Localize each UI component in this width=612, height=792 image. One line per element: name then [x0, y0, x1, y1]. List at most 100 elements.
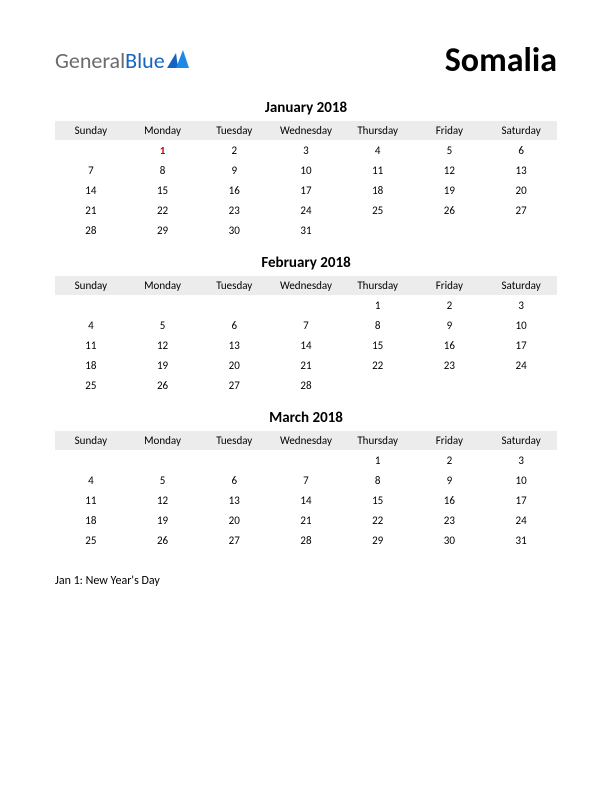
month-title: February 2018: [55, 254, 557, 272]
calendar-cell: [485, 220, 557, 240]
calendar-cell: 23: [414, 355, 486, 375]
day-header: Tuesday: [198, 431, 270, 450]
day-header: Sunday: [55, 276, 127, 295]
calendar-table: SundayMondayTuesdayWednesdayThursdayFrid…: [55, 276, 557, 395]
calendar-cell: 6: [198, 470, 270, 490]
calendar-cell: 5: [127, 470, 199, 490]
calendar-cell: 16: [414, 335, 486, 355]
day-header: Sunday: [55, 431, 127, 450]
day-header: Friday: [414, 121, 486, 140]
calendar-cell: 18: [342, 180, 414, 200]
calendar-cell: [127, 450, 199, 470]
calendar-cell: 7: [55, 160, 127, 180]
calendar-cell: 15: [342, 335, 414, 355]
calendar-cell: 17: [485, 335, 557, 355]
calendar-cell: 4: [55, 470, 127, 490]
calendar-cell: 27: [485, 200, 557, 220]
calendar-cell: 25: [342, 200, 414, 220]
calendar-cell: 22: [127, 200, 199, 220]
calendar-cell: 29: [127, 220, 199, 240]
country-title: Somalia: [445, 40, 557, 81]
calendar-cell: 28: [270, 375, 342, 395]
calendar-table: SundayMondayTuesdayWednesdayThursdayFrid…: [55, 431, 557, 550]
calendar-cell: 14: [270, 335, 342, 355]
calendar-cell: 21: [55, 200, 127, 220]
calendar-cell: 23: [198, 200, 270, 220]
calendar-cell: 19: [414, 180, 486, 200]
calendar-cell: 2: [414, 295, 486, 315]
month-title: January 2018: [55, 99, 557, 117]
calendar-cell: 24: [270, 200, 342, 220]
calendar-cell: 17: [485, 490, 557, 510]
calendar-table: SundayMondayTuesdayWednesdayThursdayFrid…: [55, 121, 557, 240]
month-block: February 2018 SundayMondayTuesdayWednesda…: [55, 254, 557, 395]
calendar-cell: 30: [198, 220, 270, 240]
day-header: Thursday: [342, 431, 414, 450]
calendar-cell: 5: [127, 315, 199, 335]
calendar-cell: 10: [485, 470, 557, 490]
calendar-cell: 24: [485, 355, 557, 375]
calendar-cell: [485, 375, 557, 395]
day-header: Thursday: [342, 121, 414, 140]
day-header: Saturday: [485, 276, 557, 295]
calendar-cell: 31: [270, 220, 342, 240]
calendar-cell: 15: [127, 180, 199, 200]
calendar-cell: [55, 450, 127, 470]
calendar-cell: 13: [485, 160, 557, 180]
calendar-cell: 18: [55, 510, 127, 530]
calendar-cell: 11: [55, 335, 127, 355]
calendar-cell: 21: [270, 510, 342, 530]
calendar-cell: 12: [127, 490, 199, 510]
day-header: Tuesday: [198, 121, 270, 140]
calendar-cell: 18: [55, 355, 127, 375]
calendar-cell: 9: [198, 160, 270, 180]
day-header: Monday: [127, 121, 199, 140]
calendar-cell: 9: [414, 470, 486, 490]
logo-text-blue: Blue: [125, 47, 165, 74]
calendar-cell: 30: [414, 530, 486, 550]
calendar-cell: 15: [342, 490, 414, 510]
calendar-cell: 9: [414, 315, 486, 335]
calendar-cell: 13: [198, 335, 270, 355]
calendar-cell: 26: [127, 375, 199, 395]
calendar-cell: 8: [342, 470, 414, 490]
calendar-cell: 27: [198, 375, 270, 395]
calendar-cell: 4: [342, 140, 414, 160]
calendar-cell: [342, 375, 414, 395]
page-header: GeneralBlue Somalia: [55, 40, 557, 81]
calendar-cell: 28: [270, 530, 342, 550]
calendar-cell: 26: [127, 530, 199, 550]
calendar-cell: [55, 140, 127, 160]
logo-text-general: General: [55, 47, 125, 74]
calendar-cell: 16: [198, 180, 270, 200]
calendar-cell: 12: [127, 335, 199, 355]
calendar-cell: 20: [485, 180, 557, 200]
day-header: Friday: [414, 276, 486, 295]
calendar-cell: 19: [127, 355, 199, 375]
calendar-cell: 25: [55, 375, 127, 395]
month-block: March 2018 SundayMondayTuesdayWednesdayTh…: [55, 409, 557, 550]
calendar-cell: 27: [198, 530, 270, 550]
calendar-cell: 2: [414, 450, 486, 470]
calendar-cell: 1: [342, 295, 414, 315]
calendar-cell: 31: [485, 530, 557, 550]
day-header: Wednesday: [270, 431, 342, 450]
day-header: Wednesday: [270, 276, 342, 295]
day-header: Monday: [127, 431, 199, 450]
calendar-cell: [55, 295, 127, 315]
month-block: January 2018 SundayMondayTuesdayWednesday…: [55, 99, 557, 240]
day-header: Sunday: [55, 121, 127, 140]
calendar-cell: [414, 220, 486, 240]
calendar-cell: 25: [55, 530, 127, 550]
day-header: Monday: [127, 276, 199, 295]
day-header: Friday: [414, 431, 486, 450]
calendar-cell: 17: [270, 180, 342, 200]
logo: GeneralBlue: [55, 47, 189, 74]
calendar-cell: 22: [342, 355, 414, 375]
month-title: March 2018: [55, 409, 557, 427]
day-header: Wednesday: [270, 121, 342, 140]
calendar-cell: 7: [270, 315, 342, 335]
calendar-cell: 20: [198, 355, 270, 375]
calendar-cell: [127, 295, 199, 315]
calendar-cell: 4: [55, 315, 127, 335]
